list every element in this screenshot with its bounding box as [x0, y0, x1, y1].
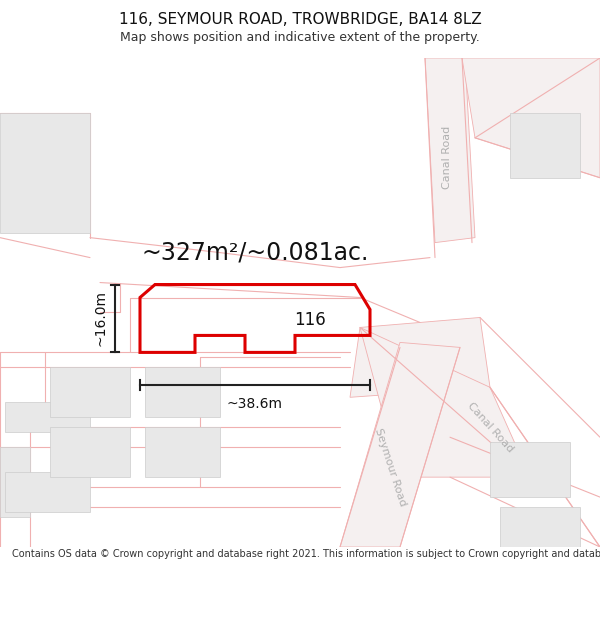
Polygon shape [360, 328, 530, 477]
Polygon shape [145, 368, 220, 418]
Text: Map shows position and indicative extent of the property.: Map shows position and indicative extent… [120, 31, 480, 44]
Text: Seymour Road: Seymour Road [373, 427, 407, 508]
Polygon shape [50, 368, 130, 418]
Polygon shape [490, 442, 570, 497]
Text: Canal Road: Canal Road [442, 126, 452, 189]
Polygon shape [5, 472, 90, 512]
Polygon shape [5, 402, 90, 432]
Polygon shape [0, 113, 90, 232]
Text: Contains OS data © Crown copyright and database right 2021. This information is : Contains OS data © Crown copyright and d… [12, 549, 600, 559]
Polygon shape [0, 448, 30, 517]
Text: 116: 116 [294, 311, 326, 329]
Polygon shape [462, 58, 600, 178]
Polygon shape [50, 428, 130, 477]
Polygon shape [510, 113, 580, 178]
Text: Canal Road: Canal Road [465, 401, 515, 454]
Text: ~16.0m: ~16.0m [93, 291, 107, 346]
Text: ~327m²/~0.081ac.: ~327m²/~0.081ac. [142, 241, 368, 264]
Polygon shape [425, 58, 475, 243]
Text: ~38.6m: ~38.6m [227, 398, 283, 411]
Polygon shape [340, 342, 460, 547]
Text: 116, SEYMOUR ROAD, TROWBRIDGE, BA14 8LZ: 116, SEYMOUR ROAD, TROWBRIDGE, BA14 8LZ [119, 12, 481, 27]
Polygon shape [350, 318, 490, 398]
Polygon shape [500, 507, 580, 547]
Polygon shape [145, 428, 220, 477]
